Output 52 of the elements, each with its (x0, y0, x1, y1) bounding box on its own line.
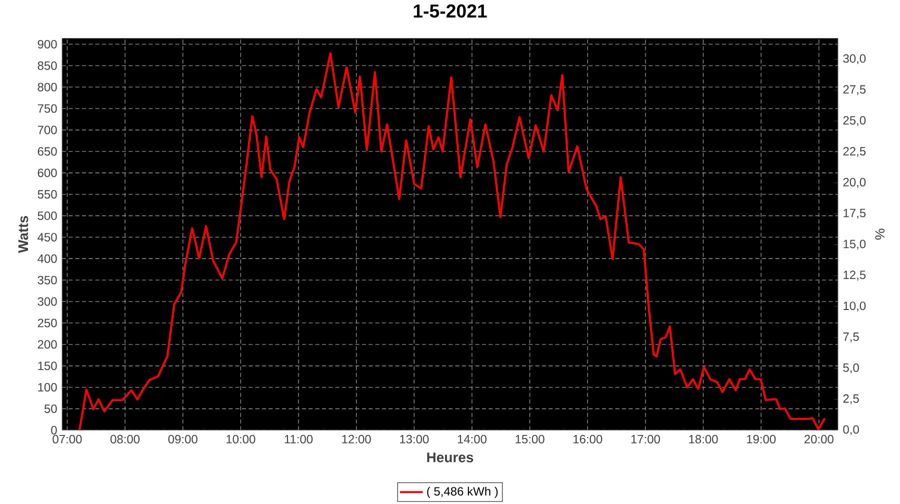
y2-tick-label: 2,5 (843, 394, 859, 404)
x-tick-label: 16:00 (574, 434, 602, 444)
legend-label: ( 5,486 kWh ) (427, 486, 498, 498)
x-tick-label: 09:00 (168, 434, 198, 444)
y2-tick-label: 25,0 (843, 116, 866, 126)
chart-title: 1-5-2021 (414, 4, 487, 18)
y-tick-label: 50 (44, 404, 57, 413)
y2-tick-label: 20,0 (843, 178, 866, 188)
x-tick-label: 13:00 (400, 434, 429, 444)
y-tick-label: 650 (38, 147, 57, 156)
y-tick-label: 600 (38, 168, 57, 178)
y2-tick-label: 5,0 (843, 363, 859, 374)
y2-tick-label: 12,5 (844, 270, 866, 280)
x-tick-label: 19:00 (747, 434, 776, 444)
x-tick-label: 18:00 (689, 434, 718, 444)
y2-tick-label: 22,5 (843, 146, 866, 157)
y-tick-label: 300 (38, 297, 57, 306)
y-tick-label: 900 (38, 40, 57, 48)
x-tick-label: 17:00 (631, 434, 660, 444)
y-tick-label: 0 (51, 426, 57, 434)
y-tick-label: 150 (38, 362, 57, 370)
y2-tick-label: 27,5 (843, 85, 866, 95)
y-axis-title: Watts (18, 216, 28, 253)
x-tick-label: 10:00 (226, 434, 256, 444)
y-tick-label: 850 (38, 61, 57, 70)
y2-tick-label: 7,5 (843, 332, 859, 342)
y-tick-label: 350 (38, 276, 57, 284)
x-tick-label: 12:00 (342, 434, 371, 444)
x-tick-label: 20:00 (804, 434, 834, 444)
x-tick-label: 07:00 (52, 434, 82, 444)
y2-axis-title: % (875, 228, 885, 240)
y-tick-label: 700 (38, 126, 57, 134)
x-tick-label: 14:00 (458, 434, 487, 444)
y-tick-label: 750 (38, 104, 57, 113)
x-tick-label: 11:00 (284, 434, 313, 444)
y-tick-label: 100 (38, 382, 57, 392)
y-tick-label: 800 (38, 82, 57, 92)
y-tick-label: 450 (38, 232, 57, 242)
y2-tick-label: 10,0 (844, 301, 866, 312)
y2-tick-label: 30,0 (843, 54, 866, 64)
y-tick-label: 400 (38, 254, 57, 263)
x-tick-label: 08:00 (110, 434, 140, 444)
y-tick-label: 550 (38, 190, 57, 198)
y-tick-label: 500 (38, 211, 57, 220)
y-tick-label: 250 (38, 318, 57, 328)
x-axis-title: Heures (427, 452, 474, 462)
y-tick-label: 200 (38, 340, 57, 349)
y2-tick-label: 0,0 (843, 425, 859, 436)
x-tick-label: 15:00 (516, 434, 544, 444)
y2-tick-label: 15,0 (844, 240, 866, 250)
line-series (78, 52, 826, 430)
y2-tick-label: 17,5 (844, 208, 866, 219)
